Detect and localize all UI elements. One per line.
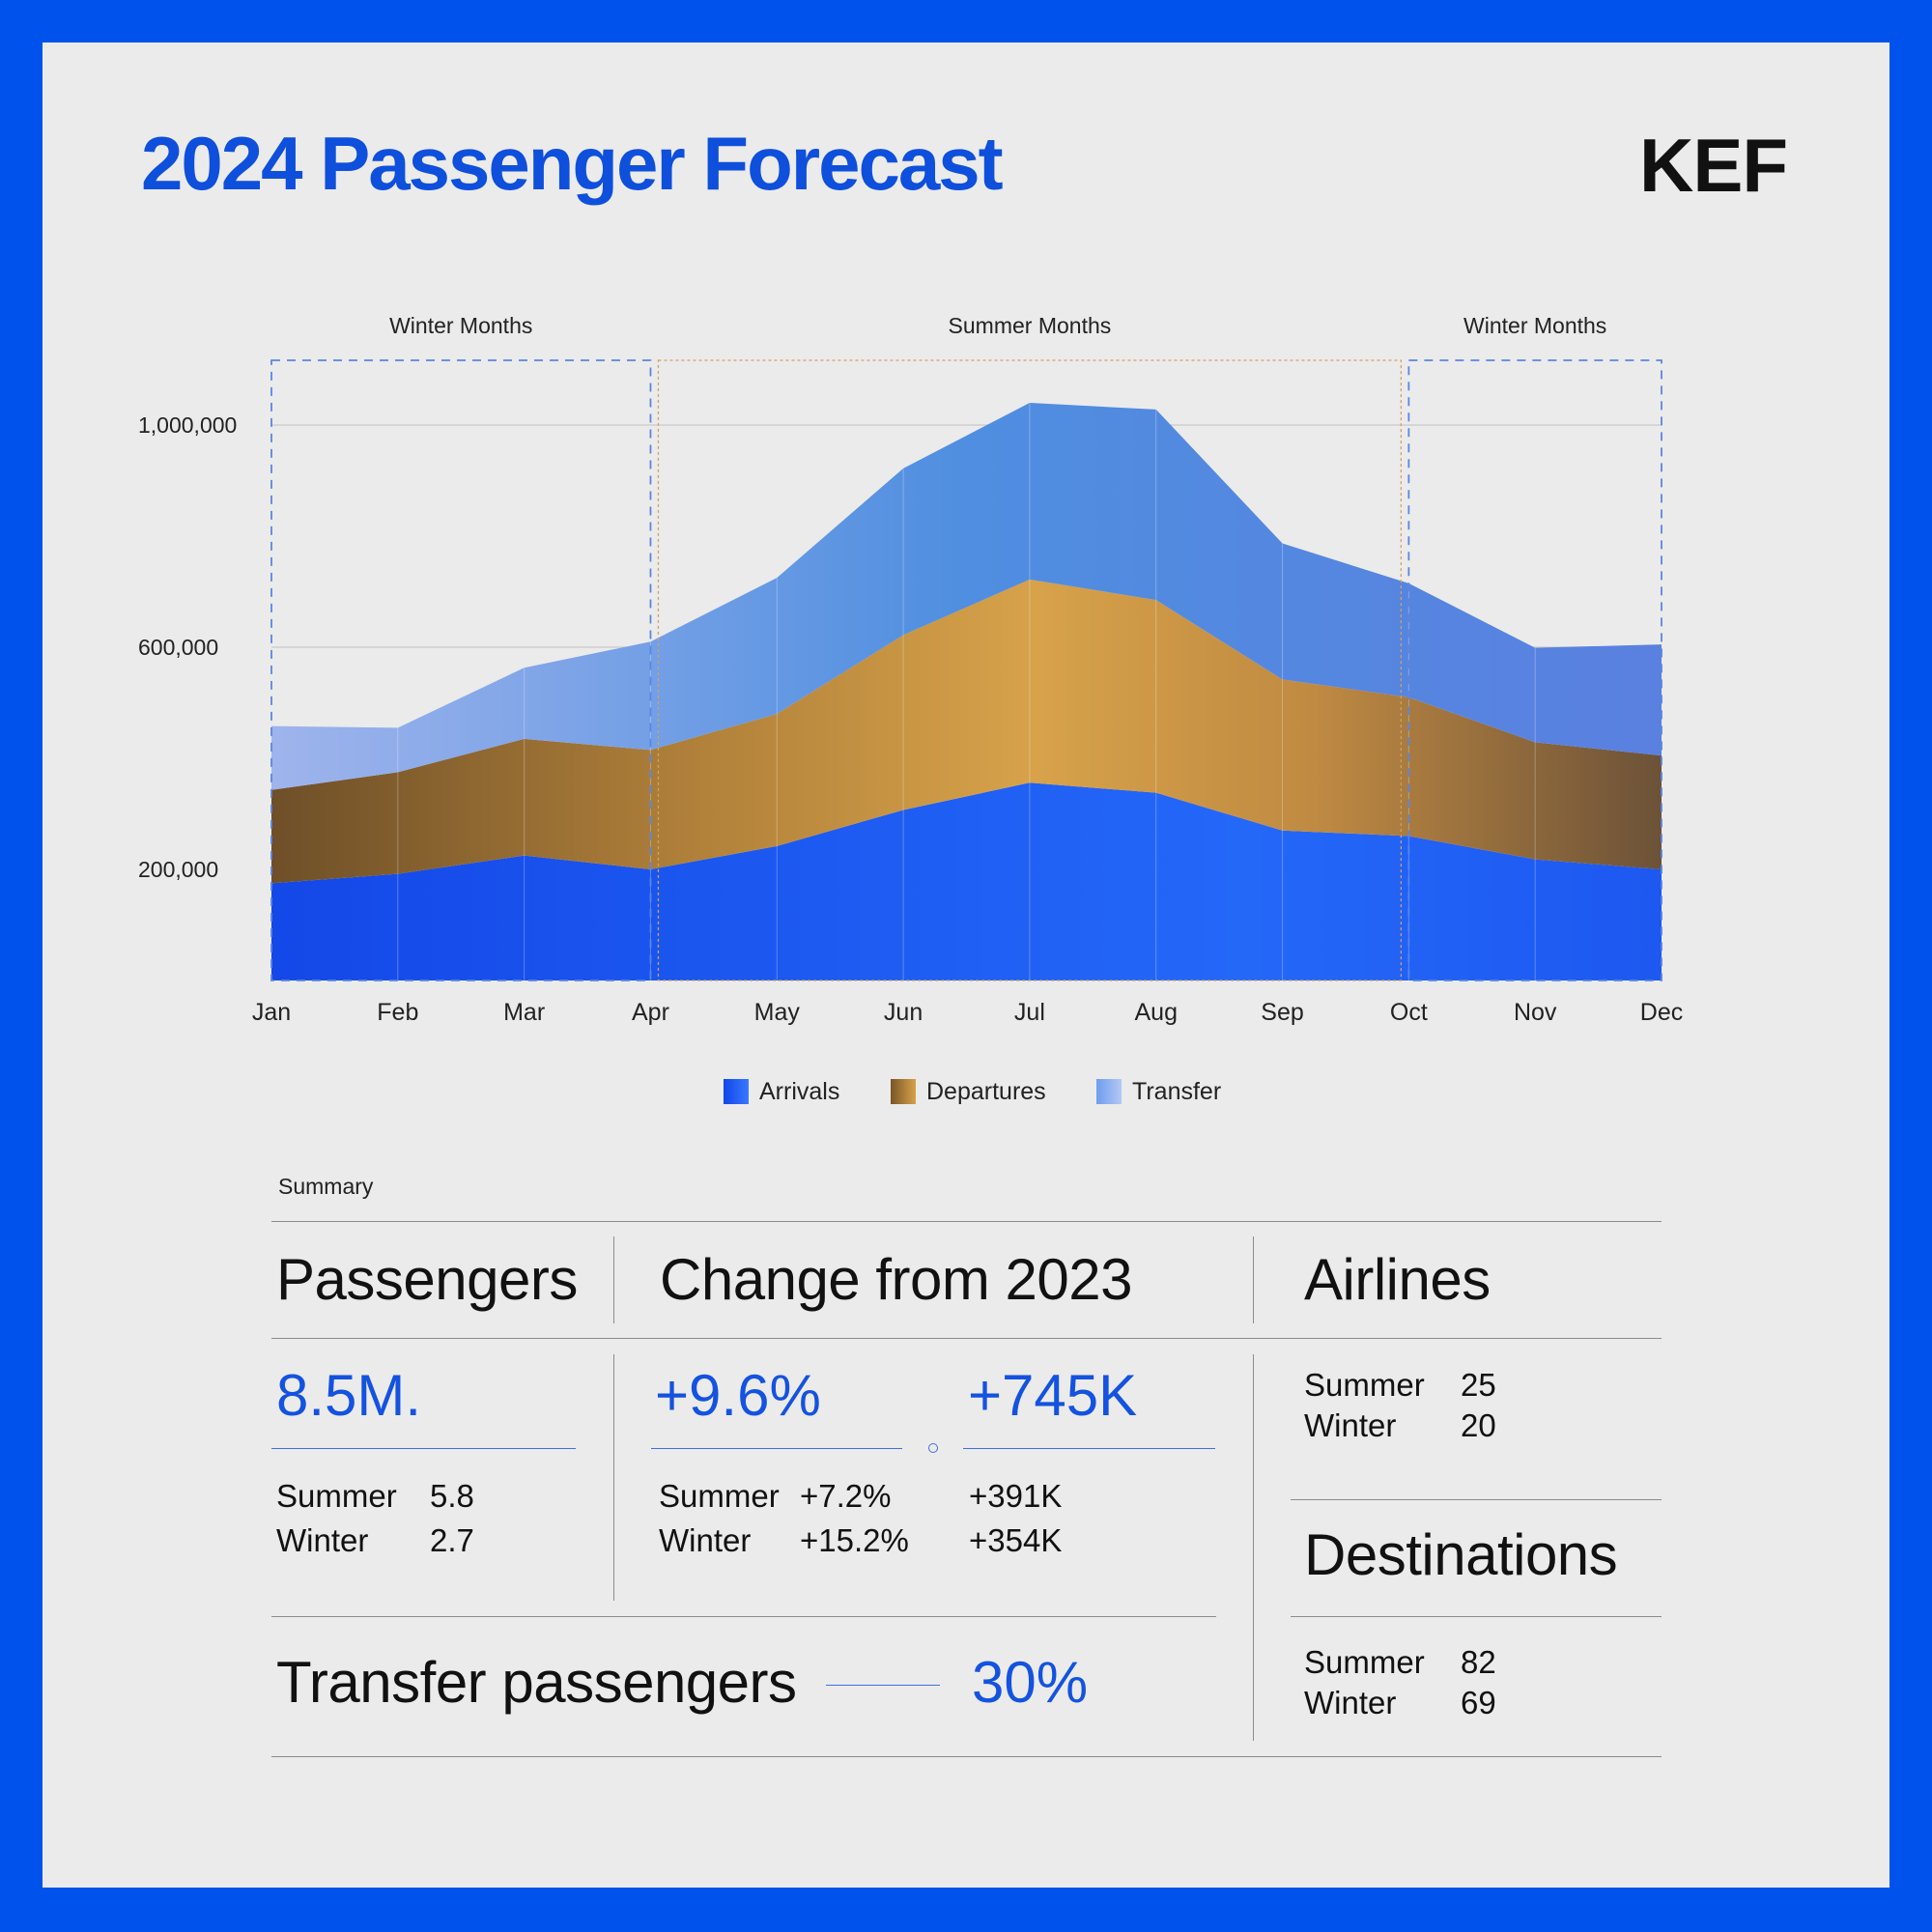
summary-label: Summary bbox=[278, 1174, 374, 1199]
winter-region-box bbox=[270, 359, 652, 981]
column-divider bbox=[1253, 1354, 1254, 1741]
winter-region-box bbox=[1407, 359, 1662, 981]
destinations-header-divider bbox=[1291, 1616, 1662, 1617]
summer-region-box bbox=[657, 359, 1403, 981]
airlines-summer-value: 25 bbox=[1461, 1367, 1496, 1403]
legend-swatch bbox=[891, 1079, 916, 1104]
x-tick-label: Feb bbox=[377, 999, 418, 1026]
airlines-heading: Airlines bbox=[1304, 1247, 1491, 1312]
legend-label: Departures bbox=[926, 1078, 1046, 1105]
passenger-area-chart: Winter Months Summer Months Winter Months 2… bbox=[138, 313, 1683, 1105]
passengers-summer-label: Summer bbox=[276, 1478, 397, 1514]
page-title: 2024 Passenger Forecast bbox=[141, 121, 1004, 206]
destinations-winter-value: 69 bbox=[1461, 1685, 1496, 1720]
transfer-percent: 30% bbox=[972, 1650, 1089, 1715]
destinations-heading: Destinations bbox=[1304, 1522, 1618, 1587]
y-tick-label: 1,000,000 bbox=[138, 412, 237, 438]
departures-area bbox=[271, 579, 1662, 884]
y-tick-label: 600,000 bbox=[138, 635, 218, 660]
summary-header-divider bbox=[271, 1338, 1662, 1339]
region-label: Summer Months bbox=[949, 313, 1112, 338]
column-divider bbox=[1253, 1236, 1254, 1323]
passengers-heading: Passengers bbox=[276, 1247, 578, 1312]
transfer-heading: Transfer passengers bbox=[276, 1650, 797, 1715]
x-tick-label: Aug bbox=[1134, 999, 1177, 1026]
legend-label: Transfer bbox=[1132, 1078, 1221, 1105]
change-summer-percent: +7.2% bbox=[800, 1478, 892, 1514]
x-tick-label: Sep bbox=[1261, 999, 1303, 1026]
destinations-summer-label: Summer bbox=[1304, 1644, 1425, 1680]
region-label: Winter Months bbox=[1463, 313, 1606, 338]
passengers-underline bbox=[271, 1448, 576, 1449]
change-winter-absolute: +354K bbox=[969, 1522, 1063, 1558]
change-winter-percent: +15.2% bbox=[800, 1522, 909, 1558]
change-summer-label: Summer bbox=[659, 1478, 780, 1514]
connector-dot bbox=[928, 1443, 938, 1453]
change-absolute-total: +745K bbox=[968, 1363, 1138, 1428]
x-tick-label: Mar bbox=[503, 999, 545, 1026]
transfer-area bbox=[271, 403, 1662, 790]
transfer-connector-line bbox=[826, 1685, 940, 1686]
x-tick-label: Jan bbox=[252, 999, 291, 1026]
change-percent-underline bbox=[651, 1448, 902, 1449]
change-percent-total: +9.6% bbox=[655, 1363, 821, 1428]
change-heading: Change from 2023 bbox=[660, 1247, 1133, 1312]
region-label: Winter Months bbox=[389, 313, 532, 338]
summary-top-divider bbox=[271, 1221, 1662, 1222]
column-divider bbox=[613, 1354, 614, 1601]
airlines-winter-value: 20 bbox=[1461, 1407, 1496, 1443]
passengers-winter-label: Winter bbox=[276, 1522, 369, 1558]
x-tick-label: Dec bbox=[1640, 999, 1683, 1026]
x-tick-label: Nov bbox=[1514, 999, 1557, 1026]
column-divider bbox=[613, 1236, 614, 1323]
x-tick-label: Jul bbox=[1014, 999, 1045, 1026]
airport-logo: KEF bbox=[1639, 123, 1788, 208]
y-tick-label: 200,000 bbox=[138, 857, 218, 882]
change-summer-absolute: +391K bbox=[969, 1478, 1063, 1514]
x-tick-label: Jun bbox=[884, 999, 923, 1026]
passengers-total: 8.5M. bbox=[276, 1363, 422, 1428]
legend-swatch bbox=[1096, 1079, 1122, 1104]
legend-swatch bbox=[724, 1079, 749, 1104]
x-tick-label: May bbox=[754, 999, 801, 1026]
airlines-winter-label: Winter bbox=[1304, 1407, 1397, 1443]
destinations-top-divider bbox=[1291, 1499, 1662, 1500]
legend-label: Arrivals bbox=[759, 1078, 839, 1105]
arrivals-area bbox=[271, 782, 1662, 980]
change-absolute-underline bbox=[963, 1448, 1215, 1449]
destinations-summer-value: 82 bbox=[1461, 1644, 1496, 1680]
airlines-summer-label: Summer bbox=[1304, 1367, 1425, 1403]
x-tick-label: Apr bbox=[632, 999, 669, 1026]
change-winter-label: Winter bbox=[659, 1522, 752, 1558]
destinations-winter-label: Winter bbox=[1304, 1685, 1397, 1720]
summary-bottom-divider bbox=[271, 1756, 1662, 1757]
passengers-summer-value: 5.8 bbox=[430, 1478, 474, 1514]
x-tick-label: Oct bbox=[1390, 999, 1428, 1026]
passengers-winter-value: 2.7 bbox=[430, 1522, 474, 1558]
transfer-top-divider bbox=[271, 1616, 1216, 1617]
